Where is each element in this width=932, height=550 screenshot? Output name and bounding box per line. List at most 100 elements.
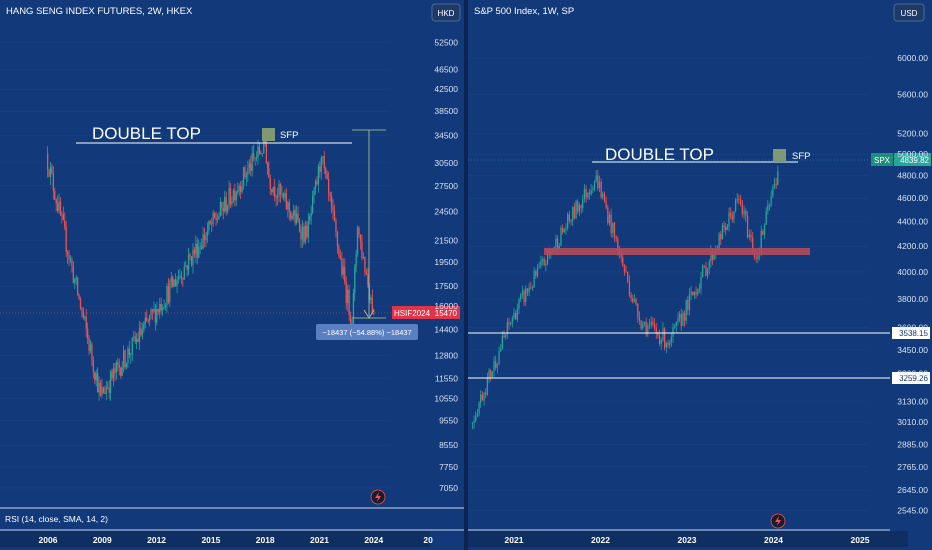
candle-body xyxy=(160,303,162,311)
candle-body xyxy=(592,189,594,191)
candle-body xyxy=(219,202,222,216)
candle-body xyxy=(695,292,697,295)
candle-body xyxy=(536,268,539,276)
price-tick-label: 4600.00 xyxy=(897,193,928,203)
double-top-label: DOUBLE TOP xyxy=(605,145,714,164)
candle-body xyxy=(282,193,285,198)
candle-body xyxy=(268,168,270,178)
candle-body xyxy=(235,192,237,201)
candle-body xyxy=(232,190,235,201)
candle-body xyxy=(545,263,547,266)
time-tick-label: 2022 xyxy=(591,535,610,545)
candle-body xyxy=(568,214,570,221)
candle-body xyxy=(767,205,769,212)
candle-body xyxy=(721,225,724,240)
sfp-marker[interactable] xyxy=(262,128,275,141)
candle-body xyxy=(772,187,774,197)
candle-body xyxy=(193,249,196,254)
spx-currency-button[interactable] xyxy=(893,3,925,22)
candle-body xyxy=(138,327,141,343)
candle-body xyxy=(88,337,90,351)
candle-body xyxy=(309,216,311,221)
candle-body xyxy=(122,350,125,368)
candle-body xyxy=(595,175,597,181)
candle-body xyxy=(91,344,93,361)
candle-body xyxy=(333,211,336,221)
candle-body xyxy=(170,277,172,283)
candle-body xyxy=(234,190,236,201)
candle-body xyxy=(515,313,517,320)
time-axis-bar[interactable] xyxy=(468,531,908,547)
candle-body xyxy=(146,317,148,321)
candle-body xyxy=(633,299,636,302)
hsi-annotations: DOUBLE TOP SFP −18437 (−54.88%) −18437 HSIF… xyxy=(0,124,464,531)
hsi-price-axis: 52500 46500 42500 38500 34500 30500 27500 24500… xyxy=(434,37,458,493)
hsi-currency-button[interactable] xyxy=(431,3,461,22)
price-tick-label: 2645.00 xyxy=(897,485,928,495)
candle-body xyxy=(306,226,308,238)
double-top-label: DOUBLE TOP xyxy=(92,124,201,143)
candle-body xyxy=(538,266,540,269)
candle-body xyxy=(632,298,634,302)
candle-body xyxy=(202,234,204,249)
price-tick-label: 4000.00 xyxy=(897,267,928,277)
candle-body xyxy=(329,192,331,197)
candle-body xyxy=(473,420,475,423)
candle-body xyxy=(352,292,355,324)
candle-body xyxy=(79,298,82,308)
panel-divider[interactable] xyxy=(464,0,468,550)
candle-body xyxy=(600,181,602,198)
candle-body xyxy=(153,308,155,312)
candle-body xyxy=(623,265,626,272)
candle-body xyxy=(218,215,220,220)
candle-body xyxy=(493,360,495,372)
candle-body xyxy=(617,239,619,255)
candle-body xyxy=(667,342,669,346)
candle-body xyxy=(179,275,181,277)
price-level-tag xyxy=(892,327,930,339)
candle-body xyxy=(355,254,357,268)
candle-body xyxy=(741,204,744,215)
candle-body xyxy=(173,279,175,288)
time-tick-label: 20 xyxy=(423,535,433,545)
candle-body xyxy=(680,314,682,326)
price-tick-label: 4400.00 xyxy=(897,217,928,227)
candle-body xyxy=(361,241,363,258)
candle-body xyxy=(189,254,191,257)
candle-body xyxy=(323,156,325,169)
candle-body xyxy=(635,299,637,305)
time-tick-label: 2012 xyxy=(147,535,166,545)
candle-body xyxy=(157,309,159,312)
last-price-value: 15470 xyxy=(435,309,458,318)
candle-body xyxy=(255,157,258,159)
sfp-marker[interactable] xyxy=(773,149,786,162)
candle-body xyxy=(140,327,142,336)
price-tick-label: 24500 xyxy=(434,206,458,216)
candle-body xyxy=(298,220,301,231)
candle-body xyxy=(652,321,654,325)
candle-body xyxy=(180,275,183,279)
candle-body xyxy=(332,206,334,212)
candle-body xyxy=(700,277,702,290)
support-zone[interactable] xyxy=(544,248,810,255)
hsi-candles xyxy=(46,129,375,401)
candle-body xyxy=(68,254,70,260)
candle-body xyxy=(736,199,738,201)
candle-body xyxy=(102,387,105,393)
candle-body xyxy=(528,287,530,293)
price-tick-label: 6000.00 xyxy=(897,53,928,63)
price-tick-label: 7050 xyxy=(439,483,458,493)
candle-body xyxy=(775,183,777,185)
candle-body xyxy=(111,371,113,379)
candle-body xyxy=(752,237,754,253)
candle-body xyxy=(708,261,710,269)
price-tick-label: 5600.00 xyxy=(897,89,928,99)
hsi-gridlines xyxy=(0,42,390,489)
symbol-tag-box xyxy=(871,153,893,166)
time-axis-bar[interactable] xyxy=(0,531,430,547)
price-tick-label: 12800 xyxy=(434,351,458,361)
candle-body xyxy=(101,387,103,396)
candle-body xyxy=(763,224,766,235)
candle-body xyxy=(109,371,112,393)
candle-body xyxy=(657,332,659,336)
